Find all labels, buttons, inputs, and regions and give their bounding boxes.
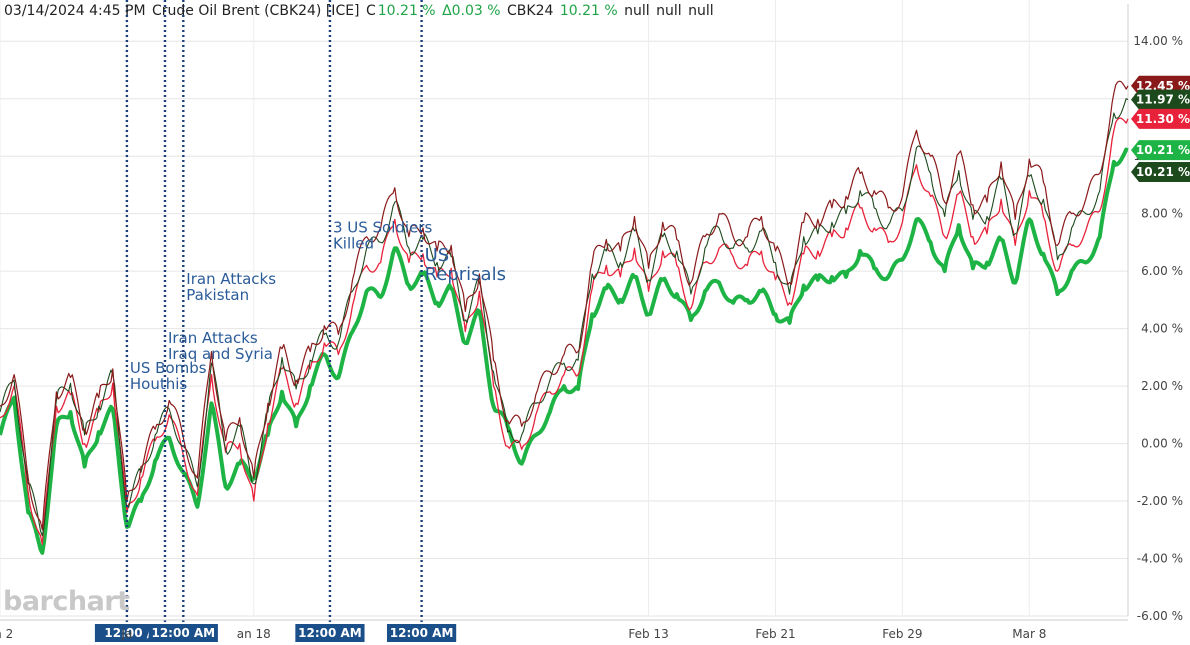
x-tick-label: Feb 13 (628, 627, 668, 641)
barchart-logo: barchart (3, 586, 130, 617)
x-tick-label: Mar 8 (1012, 627, 1046, 641)
x-tick-label: Feb 29 (882, 627, 922, 641)
y-tick-label: 4.00 % (1141, 322, 1183, 336)
series-line (0, 98, 1129, 537)
y-tick-label: -2.00 % (1137, 494, 1183, 508)
y-tick-label: -6.00 % (1137, 609, 1183, 623)
y-tick-label: 6.00 % (1141, 264, 1183, 278)
event-label: Killed (333, 234, 374, 252)
event-label: US Bombs (130, 359, 207, 377)
event-time-box (148, 624, 218, 642)
x-tick-label: Ja (120, 627, 132, 641)
event-label: Houthis (130, 375, 188, 393)
chart-grid (0, 0, 1129, 617)
event-time-box (295, 624, 365, 642)
y-tick-label: 8.00 % (1141, 207, 1183, 221)
end-label-tag (1131, 162, 1190, 182)
event-time-box (386, 624, 457, 642)
end-label-tag (1131, 140, 1190, 161)
header-symbol-value: 10.21 % (559, 3, 618, 19)
y-tick-label: 2.00 % (1141, 379, 1183, 393)
end-label-text: 11.30 % (1136, 112, 1190, 126)
event-time-label: 12:00 AM (298, 626, 362, 640)
header-null-1: null (624, 3, 650, 19)
header-datetime: 03/14/2024 4:45 PM (4, 3, 146, 19)
end-label-text: 10.21 % (1136, 143, 1190, 157)
event-label: Iran Attacks (168, 329, 258, 347)
series-line (0, 80, 1129, 531)
header-close-prefix: C (365, 3, 376, 19)
y-tick-label: -4.00 % (1137, 552, 1183, 566)
header-change: Δ0.03 % (442, 3, 501, 19)
end-label-tag (1131, 108, 1190, 129)
header-null-2: null (656, 3, 682, 19)
header-instrument: Crude Oil Brent (CBK24) [ICE] (152, 3, 360, 19)
header-close-value: 10.21 % (377, 3, 436, 19)
chart-series (0, 80, 1129, 555)
event-label: US (425, 245, 450, 266)
chart-header: 03/14/2024 4:45 PM Crude Oil Brent (CBK2… (4, 3, 716, 19)
x-tick-label: an 18 (237, 627, 271, 641)
header-null-3: null (688, 3, 714, 19)
x-axis: an 2 Ja an 18 Feb 13 Feb 21 Feb 29 Mar 8 (0, 619, 1128, 641)
x-tick-label: Feb 21 (755, 627, 795, 641)
event-label: Pakistan (186, 286, 249, 304)
series-line (0, 147, 1129, 555)
series-end-labels: 12.45 %11.97 % 11.30 % 10.21 % 10.21 % (1131, 75, 1190, 182)
event-label: 3 US Soldiers (333, 218, 433, 236)
end-label-text: 10.21 % (1136, 165, 1190, 179)
event-label: Iraq and Syria (168, 345, 273, 363)
event-time-label: 12:00 AM (390, 626, 454, 640)
event-time-label: 12:00 AM (151, 626, 215, 640)
x-tick-label: an 2 (0, 627, 13, 641)
event-label: Reprisals (425, 264, 506, 285)
end-label-text: 12.45 % (1136, 79, 1190, 93)
y-tick-label: 0.00 % (1141, 437, 1183, 451)
y-tick-label: 14.00 % (1133, 34, 1183, 48)
end-label-text: 11.97 % (1136, 93, 1190, 107)
series-line (0, 117, 1129, 545)
header-symbol: CBK24 (507, 3, 554, 19)
event-label: Iran Attacks (186, 270, 276, 288)
end-label-tag (1131, 89, 1190, 110)
